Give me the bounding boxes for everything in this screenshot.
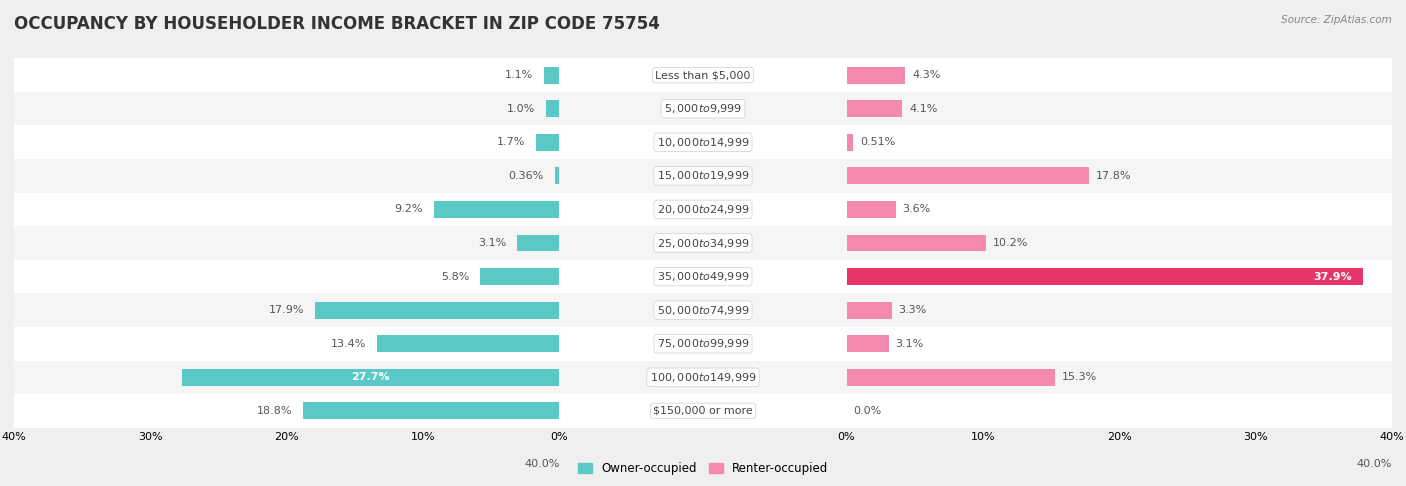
Text: $5,000 to $9,999: $5,000 to $9,999 <box>664 102 742 115</box>
Bar <box>846 226 1392 260</box>
Text: 0.51%: 0.51% <box>860 137 896 147</box>
Text: 3.1%: 3.1% <box>896 339 924 349</box>
Bar <box>846 369 1054 386</box>
Text: 13.4%: 13.4% <box>330 339 366 349</box>
Bar <box>846 302 891 318</box>
Text: Less than $5,000: Less than $5,000 <box>655 70 751 80</box>
Bar <box>181 369 560 386</box>
Bar <box>14 125 560 159</box>
Bar <box>304 402 560 419</box>
Bar <box>846 361 1392 394</box>
Text: 1.7%: 1.7% <box>496 137 526 147</box>
Text: $35,000 to $49,999: $35,000 to $49,999 <box>657 270 749 283</box>
Text: $100,000 to $149,999: $100,000 to $149,999 <box>650 371 756 384</box>
Bar <box>536 134 560 151</box>
Text: 17.9%: 17.9% <box>269 305 305 315</box>
Text: $10,000 to $14,999: $10,000 to $14,999 <box>657 136 749 149</box>
Text: $20,000 to $24,999: $20,000 to $24,999 <box>657 203 749 216</box>
Bar <box>846 92 1392 125</box>
Text: 17.8%: 17.8% <box>1097 171 1132 181</box>
Bar <box>846 125 1392 159</box>
Text: $25,000 to $34,999: $25,000 to $34,999 <box>657 237 749 249</box>
Bar <box>560 92 846 125</box>
Bar <box>560 260 846 294</box>
Text: 27.7%: 27.7% <box>352 372 389 382</box>
Bar <box>377 335 560 352</box>
Bar <box>846 294 1392 327</box>
Bar <box>14 92 560 125</box>
Text: 4.3%: 4.3% <box>912 70 941 80</box>
Text: 0.36%: 0.36% <box>509 171 544 181</box>
Text: $75,000 to $99,999: $75,000 to $99,999 <box>657 337 749 350</box>
Bar <box>14 361 560 394</box>
Text: 0.0%: 0.0% <box>853 406 882 416</box>
Bar <box>546 100 560 117</box>
Text: 1.0%: 1.0% <box>506 104 534 114</box>
Bar <box>560 226 846 260</box>
Bar <box>14 260 560 294</box>
Text: 40.0%: 40.0% <box>1357 459 1392 469</box>
Text: 15.3%: 15.3% <box>1062 372 1097 382</box>
Text: 10.2%: 10.2% <box>993 238 1028 248</box>
Text: $15,000 to $19,999: $15,000 to $19,999 <box>657 169 749 182</box>
Text: 3.6%: 3.6% <box>903 205 931 214</box>
Bar <box>560 58 846 92</box>
Bar <box>14 394 560 428</box>
Bar <box>544 67 560 84</box>
Bar <box>846 67 905 84</box>
Bar <box>846 327 1392 361</box>
Bar <box>846 394 1392 428</box>
Text: 3.1%: 3.1% <box>478 238 506 248</box>
Bar <box>560 192 846 226</box>
Bar <box>560 361 846 394</box>
Text: 1.1%: 1.1% <box>505 70 533 80</box>
Bar <box>14 226 560 260</box>
Bar <box>14 192 560 226</box>
Bar <box>560 294 846 327</box>
Text: $150,000 or more: $150,000 or more <box>654 406 752 416</box>
Bar <box>554 168 560 184</box>
Bar <box>846 201 896 218</box>
Text: $50,000 to $74,999: $50,000 to $74,999 <box>657 304 749 317</box>
Bar <box>846 268 1364 285</box>
Text: 4.1%: 4.1% <box>910 104 938 114</box>
Bar <box>846 134 853 151</box>
Bar <box>846 168 1090 184</box>
Bar <box>481 268 560 285</box>
Bar <box>846 335 889 352</box>
Bar <box>560 394 846 428</box>
Bar <box>846 235 986 251</box>
Bar <box>560 159 846 192</box>
Bar <box>517 235 560 251</box>
Bar <box>14 294 560 327</box>
Text: 5.8%: 5.8% <box>441 272 470 281</box>
Bar <box>846 159 1392 192</box>
Bar <box>434 201 560 218</box>
Bar <box>560 327 846 361</box>
Text: 3.3%: 3.3% <box>898 305 927 315</box>
Text: 40.0%: 40.0% <box>524 459 560 469</box>
Bar <box>315 302 560 318</box>
Bar <box>846 58 1392 92</box>
Bar <box>846 100 903 117</box>
Bar <box>14 327 560 361</box>
Bar <box>846 192 1392 226</box>
Bar <box>560 125 846 159</box>
Text: Source: ZipAtlas.com: Source: ZipAtlas.com <box>1281 15 1392 25</box>
Text: 37.9%: 37.9% <box>1313 272 1353 281</box>
Bar <box>846 260 1392 294</box>
Legend: Owner-occupied, Renter-occupied: Owner-occupied, Renter-occupied <box>572 458 834 480</box>
Text: 18.8%: 18.8% <box>257 406 292 416</box>
Text: OCCUPANCY BY HOUSEHOLDER INCOME BRACKET IN ZIP CODE 75754: OCCUPANCY BY HOUSEHOLDER INCOME BRACKET … <box>14 15 659 33</box>
Text: 9.2%: 9.2% <box>395 205 423 214</box>
Bar <box>14 58 560 92</box>
Bar <box>14 159 560 192</box>
